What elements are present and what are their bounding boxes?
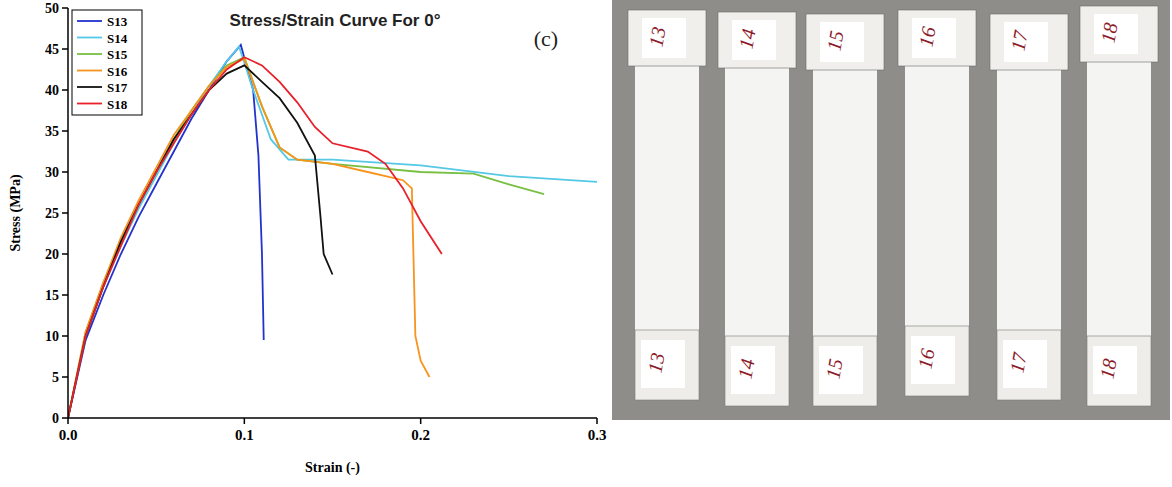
label-paper	[731, 346, 775, 394]
label-paper	[820, 22, 864, 62]
legend-label: S17	[107, 80, 128, 95]
series-line	[68, 57, 442, 418]
y-tick	[62, 335, 68, 337]
legend-label: S13	[107, 14, 128, 29]
specimen-label: 16	[914, 347, 939, 371]
series-line	[68, 65, 333, 418]
specimen-label: 15	[823, 29, 848, 53]
y-tick	[62, 48, 68, 50]
y-tick	[62, 294, 68, 296]
plot-lines	[68, 45, 597, 418]
chart-title: Stress/Strain Curve For 0°	[230, 11, 441, 30]
x-tick-label: 0.3	[588, 427, 607, 443]
specimen-body	[635, 60, 699, 350]
y-tick	[62, 130, 68, 132]
specimen-label: 18	[1096, 357, 1121, 381]
label-paper	[1003, 340, 1047, 388]
x-tick	[596, 418, 598, 424]
specimen-tab	[718, 12, 796, 68]
specimen-tab	[635, 330, 699, 400]
label-paper	[1004, 22, 1048, 62]
y-tick-label: 25	[45, 206, 59, 221]
specimen-tab	[806, 14, 884, 70]
y-tick	[62, 417, 68, 419]
x-axis-title: Strain (-)	[305, 460, 360, 476]
y-tick-label: 10	[45, 329, 59, 344]
label-paper	[912, 18, 956, 58]
specimen-label: 14	[734, 357, 759, 381]
photo-background	[612, 0, 1170, 420]
specimen-tab	[628, 10, 706, 66]
legend-swatch	[77, 86, 102, 88]
legend-swatch	[77, 70, 102, 72]
x-tick	[420, 418, 422, 424]
specimen-body	[725, 62, 789, 356]
legend-swatch	[77, 20, 102, 22]
y-tick-label: 5	[52, 370, 59, 385]
label-paper	[732, 20, 776, 60]
specimen-tab	[997, 330, 1061, 400]
x-tick-label: 0.1	[235, 427, 254, 443]
specimen-tab	[725, 336, 789, 406]
figure: 0 5 10 15 20 25 30 35 40 45 50 0.0 0.1 0.2 0.3 Strain (…	[0, 0, 1172, 487]
y-tick	[62, 89, 68, 91]
specimen-label: 17	[1006, 350, 1031, 375]
label-paper	[641, 340, 685, 388]
x-tick-label: 0.0	[59, 427, 78, 443]
y-tick	[62, 376, 68, 378]
specimen-body	[813, 64, 877, 356]
y-tick	[62, 171, 68, 173]
label-paper	[819, 346, 863, 394]
y-tick-label: 20	[45, 247, 59, 262]
specimen-body	[997, 64, 1061, 350]
legend-label: S16	[107, 64, 128, 79]
specimen-tab	[1080, 6, 1158, 62]
specimen-tab	[1087, 336, 1151, 406]
legend-swatch	[77, 37, 102, 39]
y-tick	[62, 7, 68, 9]
label-paper	[642, 18, 686, 58]
legend-swatch	[77, 103, 102, 105]
y-tick-label: 0	[52, 411, 59, 426]
legend-label: S18	[107, 97, 128, 112]
specimen-tab	[898, 10, 976, 66]
y-tick-label: 35	[45, 124, 59, 139]
specimen-label: 13	[644, 351, 669, 375]
legend-label: S14	[107, 31, 128, 46]
x-axis	[68, 417, 597, 419]
y-tick	[62, 212, 68, 214]
specimen-tab	[990, 14, 1068, 70]
panel-label: (c)	[534, 26, 558, 51]
y-tick-label: 45	[45, 42, 59, 57]
label-paper	[1093, 346, 1137, 394]
legend-box	[72, 10, 142, 115]
legend-label: S15	[107, 47, 128, 62]
specimen-label: 16	[915, 25, 940, 49]
legend-swatch	[77, 53, 102, 55]
x-tick-label: 0.2	[411, 427, 430, 443]
series-line	[68, 47, 597, 418]
specimen-tab	[813, 336, 877, 406]
y-tick-label: 30	[45, 165, 59, 180]
specimen-label: 18	[1097, 21, 1122, 45]
specimen-label: 14	[735, 27, 760, 51]
y-tick	[62, 253, 68, 255]
specimen-label: 15	[822, 357, 847, 381]
y-tick-label: 40	[45, 83, 59, 98]
x-tick	[67, 418, 69, 424]
specimen-body	[1087, 56, 1151, 356]
x-tick	[244, 418, 246, 424]
specimen-tab	[905, 326, 969, 396]
y-tick-label: 15	[45, 288, 59, 303]
specimen-label: 13	[645, 25, 670, 49]
y-tick-label: 50	[45, 1, 59, 16]
specimen-label: 17	[1007, 28, 1032, 53]
label-paper	[911, 336, 955, 384]
y-axis-title: Stress (MPa)	[8, 174, 24, 251]
specimen-body	[905, 60, 969, 346]
label-paper	[1094, 14, 1138, 54]
